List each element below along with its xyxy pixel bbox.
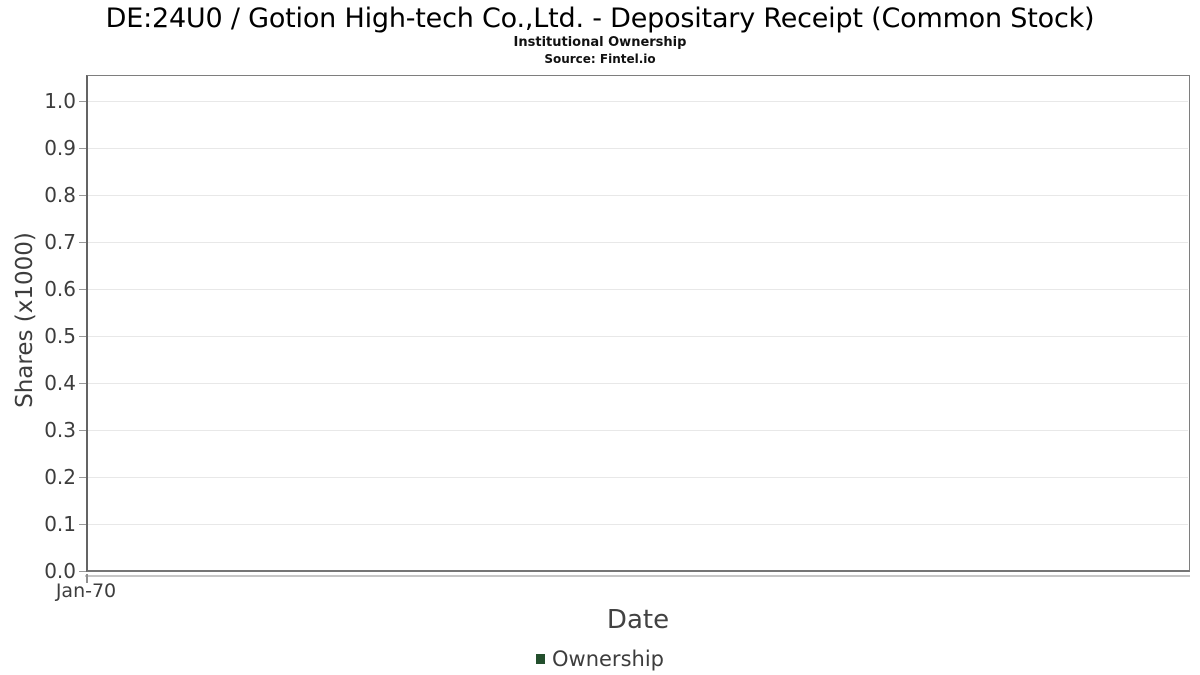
chart-subtitle: Institutional Ownership — [513, 35, 687, 50]
y-tick-mark — [79, 524, 86, 525]
y-tick-label: 0.7 — [44, 230, 76, 254]
legend-swatch-ownership — [536, 654, 545, 664]
x-axis-line — [85, 575, 1190, 577]
y-tick-label: 0.2 — [44, 465, 76, 489]
gridline — [88, 242, 1188, 243]
gridline — [88, 195, 1188, 196]
y-tick-mark — [79, 477, 86, 478]
gridline — [88, 383, 1188, 384]
source-note: Source: Fintel.io — [544, 52, 656, 66]
y-tick-label: 0.1 — [44, 512, 76, 536]
gridline — [88, 524, 1188, 525]
y-tick-label: 0.4 — [44, 371, 76, 395]
legend-label-ownership: Ownership — [552, 647, 664, 671]
y-tick-label: 0.0 — [44, 559, 76, 583]
gridline — [88, 477, 1188, 478]
y-tick-label: 0.6 — [44, 277, 76, 301]
y-tick-mark — [79, 383, 86, 384]
y-tick-mark — [79, 289, 86, 290]
legend: Ownership — [0, 645, 1200, 673]
y-tick-label: 0.3 — [44, 418, 76, 442]
y-tick-mark — [79, 571, 86, 572]
y-tick-mark — [79, 242, 86, 243]
x-tick-mark — [86, 574, 88, 583]
y-tick-mark — [79, 195, 86, 196]
gridline — [88, 148, 1188, 149]
plot-area — [86, 75, 1190, 572]
y-tick-mark — [79, 430, 86, 431]
x-tick-label: Jan-70 — [55, 580, 117, 602]
x-axis-title: Date — [606, 605, 670, 635]
y-tick-label: 0.5 — [44, 324, 76, 348]
gridline — [88, 289, 1188, 290]
y-tick-mark — [79, 148, 86, 149]
gridline — [88, 336, 1188, 337]
y-tick-label: 0.9 — [44, 136, 76, 160]
y-tick-mark — [79, 336, 86, 337]
y-tick-label: 0.8 — [44, 183, 76, 207]
y-tick-label: 1.0 — [44, 89, 76, 113]
chart-title: DE:24U0 / Gotion High-tech Co.,Ltd. - De… — [105, 3, 1095, 34]
y-tick-mark — [79, 101, 86, 102]
gridline — [88, 430, 1188, 431]
gridline — [88, 101, 1188, 102]
